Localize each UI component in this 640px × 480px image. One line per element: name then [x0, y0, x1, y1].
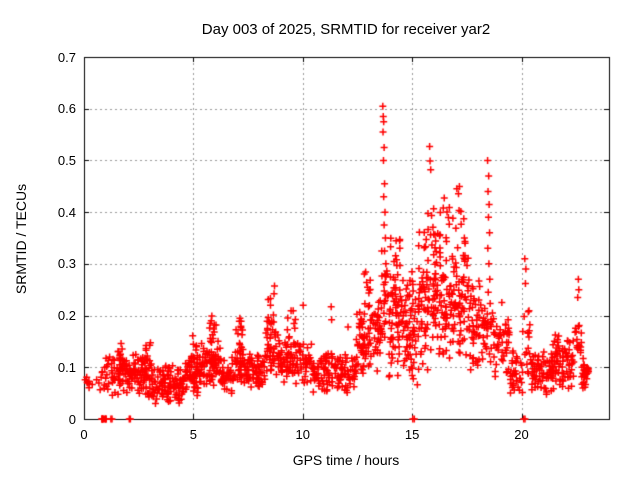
y-axis-label: SRMTID / TECUs — [13, 183, 29, 295]
x-tick-label: 20 — [514, 427, 529, 442]
y-tick-label: 0.7 — [57, 49, 76, 65]
y-tick-label: 0.2 — [57, 308, 76, 324]
x-tick-label: 5 — [189, 427, 197, 442]
x-tick-label: 15 — [404, 427, 420, 442]
y-tick-label: 0.6 — [57, 101, 76, 117]
y-tick-label: 0.5 — [57, 152, 76, 168]
x-axis-label: GPS time / hours — [292, 452, 400, 468]
y-tick-label: 0.3 — [57, 256, 76, 272]
x-tick-label: 0 — [80, 427, 88, 442]
y-tick-label: 0.4 — [57, 204, 76, 220]
chart-title: Day 003 of 2025, SRMTID for receiver yar… — [201, 21, 491, 38]
x-tick-label: 10 — [295, 427, 310, 442]
y-tick-label: 0.1 — [57, 359, 76, 375]
y-tick-label: 0 — [68, 411, 76, 427]
